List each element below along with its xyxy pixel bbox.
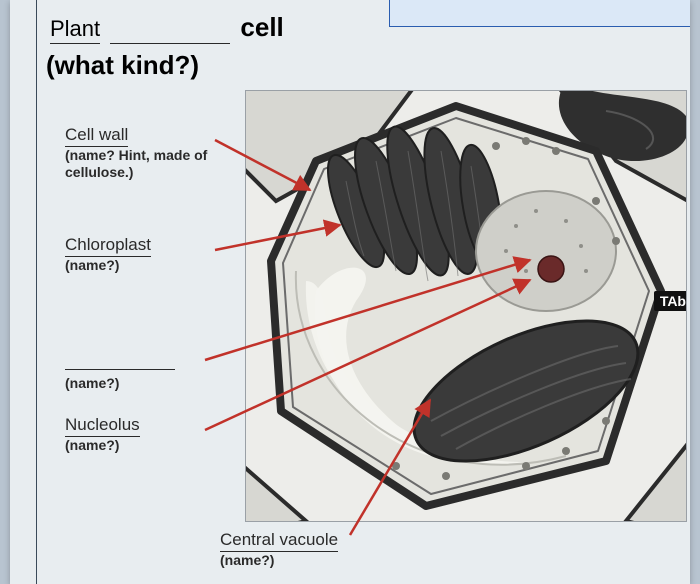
- vacuole-text: Central vacuole: [220, 530, 338, 552]
- left-vertical-rule: [36, 0, 37, 584]
- blank3-hint: (name?): [65, 375, 235, 392]
- chloroplast-text: Chloroplast: [65, 235, 151, 257]
- title-blank: [110, 43, 230, 44]
- subtitle-what-kind: (what kind?): [46, 50, 199, 81]
- title-cell: cell: [240, 12, 283, 42]
- tab-badge: TAb: [654, 291, 687, 311]
- label-chloroplast: Chloroplast (name?): [65, 235, 235, 274]
- title-plant: Plant: [50, 16, 100, 44]
- nucleolus-text: Nucleolus: [65, 415, 140, 437]
- chloroplast-hint: (name?): [65, 257, 235, 274]
- cell-micrograph: TAb: [245, 90, 687, 522]
- top-blue-box: [389, 0, 690, 27]
- cell-svg: [246, 91, 686, 521]
- nucleolus-hint: (name?): [65, 437, 235, 454]
- label-cell-wall: Cell wall (name? Hint, made of cellulose…: [65, 125, 235, 181]
- label-nucleolus: Nucleolus (name?): [65, 415, 235, 454]
- label-blank3: (name?): [65, 350, 235, 392]
- worksheet-page: Plant cell (what kind?) Cell wall (name?…: [10, 0, 690, 584]
- vacuole-hint: (name?): [220, 552, 420, 569]
- title-row: Plant cell: [50, 12, 284, 44]
- blank3-text: [65, 350, 175, 370]
- cell-wall-hint: (name? Hint, made of cellulose.): [65, 147, 235, 181]
- label-central-vacuole: Central vacuole (name?): [220, 530, 420, 569]
- cell-wall-text: Cell wall: [65, 125, 128, 147]
